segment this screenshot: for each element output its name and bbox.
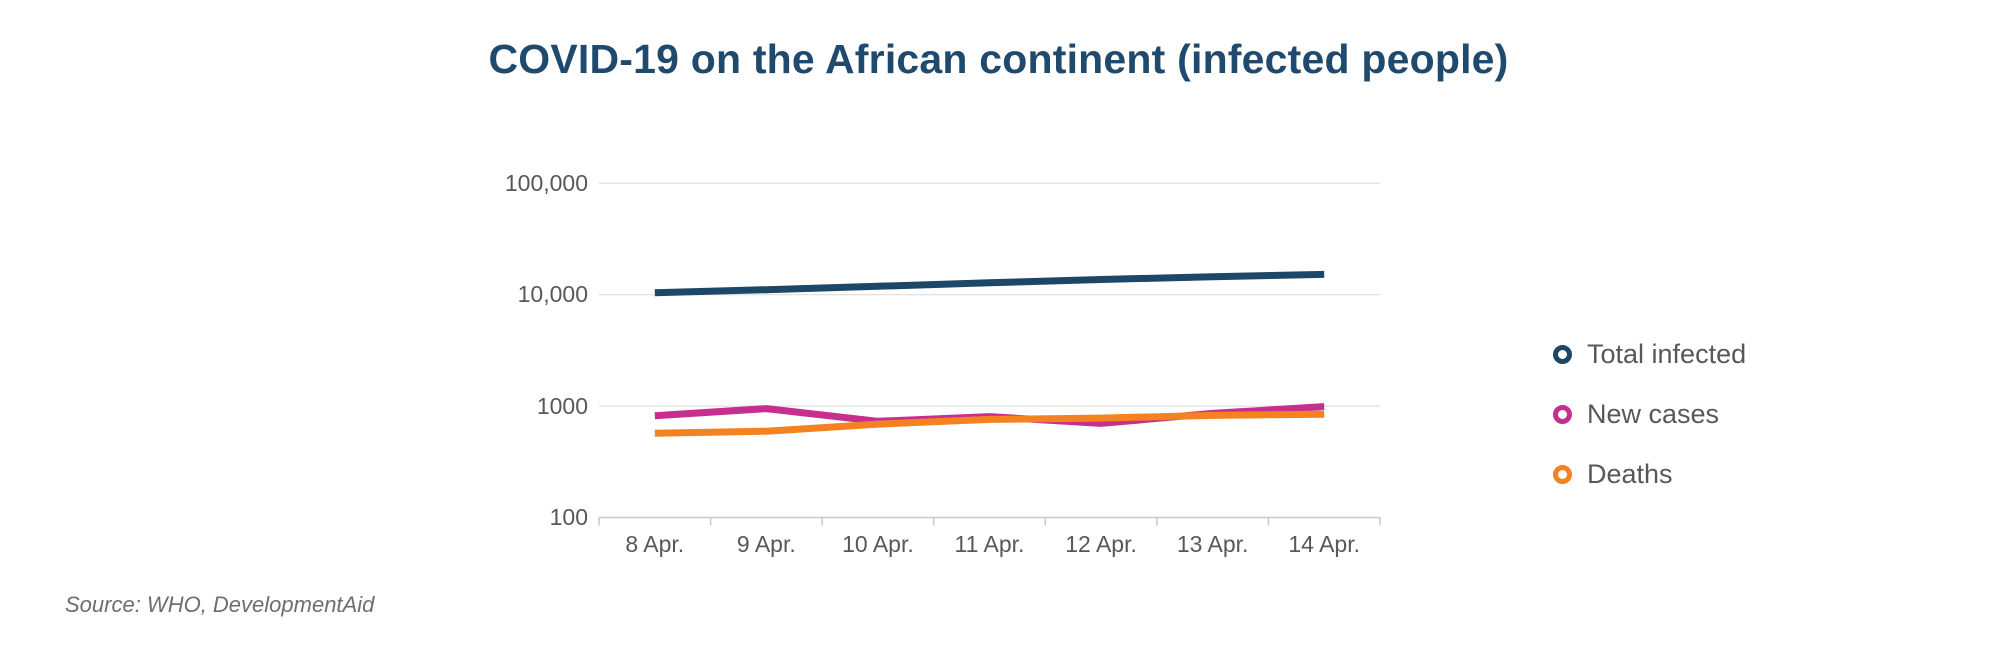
legend-item-new-cases[interactable]: New cases [1553, 398, 1746, 430]
total-infected-ring-icon [1553, 344, 1572, 364]
new-cases-ring-icon [1553, 404, 1572, 424]
legend: Total infected New cases Deaths [1553, 338, 1746, 490]
source-note: Source: WHO, DevelopmentAid [65, 592, 375, 617]
legend-label-new-cases: New cases [1587, 398, 1720, 429]
legend-label-total-infected: Total infected [1587, 338, 1747, 369]
legend-label-deaths: Deaths [1587, 458, 1673, 489]
series-line-total-infected [654, 270, 1325, 297]
legend-item-total-infected[interactable]: Total infected [1553, 338, 1746, 370]
deaths-ring-icon [1553, 464, 1572, 484]
chart-title: COVID-19 on the African continent (infec… [488, 36, 1509, 82]
legend-item-deaths[interactable]: Deaths [1553, 458, 1746, 490]
series-line-deaths [654, 410, 1325, 437]
